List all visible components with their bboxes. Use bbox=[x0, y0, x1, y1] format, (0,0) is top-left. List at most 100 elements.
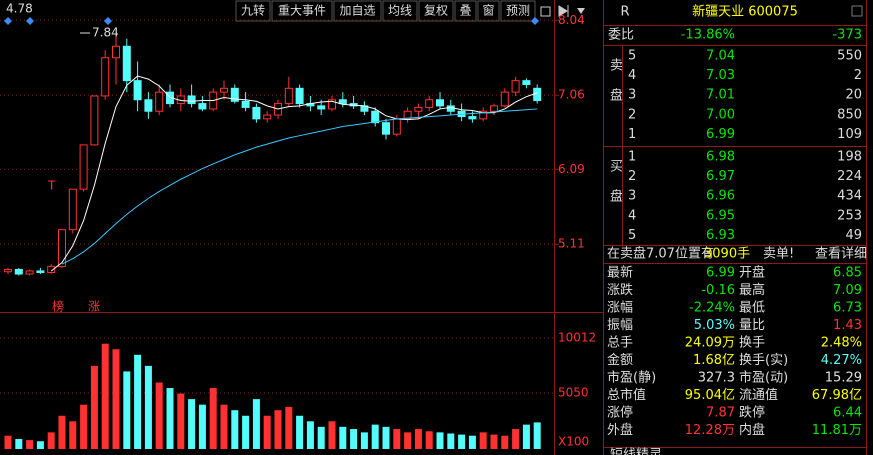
panel-text: 7.03 bbox=[706, 68, 735, 83]
toolbar-label[interactable]: 均线 bbox=[388, 4, 412, 18]
moving-average bbox=[50, 75, 538, 272]
panel-text: 涨跌 bbox=[607, 282, 633, 298]
event-marker[interactable] bbox=[104, 17, 112, 25]
candle-body bbox=[382, 122, 390, 135]
panel-text: 盘 bbox=[610, 189, 623, 205]
panel-text: 市盈(静) bbox=[607, 370, 656, 386]
panel-text: 3 bbox=[628, 88, 636, 103]
expand-icon[interactable] bbox=[558, 5, 569, 17]
toolbar-button[interactable] bbox=[500, 0, 536, 22]
candle-body bbox=[403, 110, 412, 120]
candle-body bbox=[317, 105, 326, 110]
panel-text: 95.04亿 bbox=[685, 388, 735, 403]
volume-bar bbox=[252, 399, 260, 449]
toolbar-button[interactable] bbox=[454, 0, 477, 22]
panel-text: 委比 bbox=[608, 28, 634, 43]
panel-text: 3 bbox=[628, 189, 636, 204]
panel-text: 盘 bbox=[610, 88, 623, 104]
panel-text: 量比 bbox=[739, 318, 765, 333]
panel-text: 550 bbox=[837, 49, 862, 64]
volume-bar bbox=[490, 434, 498, 449]
annotation: 4.78 bbox=[6, 2, 33, 16]
panel-text: 4 bbox=[628, 208, 636, 223]
panel-text: R bbox=[620, 5, 629, 20]
volume-bar bbox=[58, 415, 66, 449]
toolbar-button[interactable] bbox=[333, 0, 382, 22]
panel-text[interactable]: 短线精灵 bbox=[610, 448, 662, 455]
volume-bar bbox=[4, 435, 12, 449]
panel-text: 涨停 bbox=[607, 405, 633, 421]
dropdown-icon[interactable] bbox=[577, 8, 585, 14]
panel-text: 434 bbox=[837, 189, 862, 204]
panel-text: 总市值 bbox=[607, 387, 646, 403]
volume-bar bbox=[69, 421, 77, 449]
panel-text: 20 bbox=[845, 88, 862, 103]
candle-body bbox=[522, 80, 531, 85]
toolbar-label[interactable]: 窗 bbox=[482, 4, 494, 18]
panel-text: 2 bbox=[854, 68, 862, 83]
toolbar-button[interactable] bbox=[271, 0, 333, 22]
volume-bar bbox=[296, 415, 304, 449]
toolbar-label[interactable]: 加自选 bbox=[339, 4, 375, 18]
panel-text: 24.09万 bbox=[685, 336, 735, 351]
toolbar-button[interactable] bbox=[235, 0, 271, 22]
toolbar-button[interactable] bbox=[382, 0, 418, 22]
panel-text: 涨幅 bbox=[607, 301, 633, 316]
panel-text: 12.28万 bbox=[685, 423, 735, 438]
panel-text: 5.03% bbox=[694, 318, 735, 333]
toolbar-label[interactable]: 九转 bbox=[241, 3, 265, 18]
toolbar-button[interactable] bbox=[418, 0, 454, 22]
event-marker[interactable] bbox=[4, 17, 12, 25]
panel-text: -373 bbox=[832, 28, 862, 43]
candle-body bbox=[58, 229, 66, 267]
candle-body bbox=[392, 118, 401, 135]
candle-body bbox=[371, 110, 380, 124]
panel-text: 1 bbox=[628, 150, 636, 165]
volume-bar bbox=[134, 354, 142, 449]
panel-text: 224 bbox=[837, 169, 862, 184]
volume-bar bbox=[188, 399, 196, 449]
panel-text: 外盘 bbox=[607, 422, 633, 438]
candle-body bbox=[490, 105, 498, 112]
panel-text: 6.97 bbox=[706, 169, 735, 184]
toolbar-label[interactable]: 叠 bbox=[459, 4, 471, 18]
panel-text: 3090手 bbox=[704, 247, 750, 262]
volume-bar bbox=[350, 429, 358, 449]
volume-bar bbox=[177, 393, 185, 449]
volume-bar bbox=[306, 421, 314, 449]
volume-bar bbox=[371, 424, 379, 449]
toolbar-button[interactable] bbox=[477, 0, 500, 22]
y-tick-label: 6.09 bbox=[558, 162, 585, 176]
volume-bar bbox=[242, 415, 250, 449]
volume-bar bbox=[512, 429, 520, 449]
volume-bar bbox=[447, 433, 455, 449]
settings-icon[interactable] bbox=[851, 5, 863, 17]
panel-text: 67.98亿 bbox=[812, 388, 862, 403]
panel-text: 7.01 bbox=[706, 88, 735, 103]
toolbar-label[interactable]: 重大事件 bbox=[278, 4, 326, 18]
panel-text: 1 bbox=[628, 127, 636, 142]
toolbar-label[interactable]: 预测 bbox=[506, 4, 530, 18]
candle-body bbox=[468, 116, 477, 120]
panel-text: 开盘 bbox=[739, 265, 765, 281]
volume-bar bbox=[166, 388, 174, 449]
panel-text: 6.99 bbox=[706, 127, 735, 142]
lock-icon[interactable] bbox=[540, 6, 551, 17]
annotation: T bbox=[47, 179, 56, 193]
toolbar-label[interactable]: 复权 bbox=[424, 4, 448, 18]
volume-bar bbox=[414, 429, 422, 449]
panel-text: 最高 bbox=[739, 282, 765, 298]
panel-text: 流通值 bbox=[739, 387, 778, 403]
volume-bar bbox=[339, 426, 347, 449]
event-marker[interactable] bbox=[531, 17, 539, 25]
volume-bar bbox=[220, 404, 228, 449]
annotation: 7.84 bbox=[92, 26, 119, 40]
panel-text: 11.81万 bbox=[812, 423, 862, 438]
panel-text: 2.48% bbox=[821, 336, 862, 351]
panel-text: 振幅 bbox=[607, 318, 633, 333]
candle-body bbox=[295, 87, 304, 105]
panel-text: 总手 bbox=[607, 336, 633, 351]
panel-text[interactable]: 查看详细 bbox=[815, 246, 867, 262]
event-marker[interactable] bbox=[26, 17, 34, 25]
candle-body bbox=[284, 87, 293, 105]
